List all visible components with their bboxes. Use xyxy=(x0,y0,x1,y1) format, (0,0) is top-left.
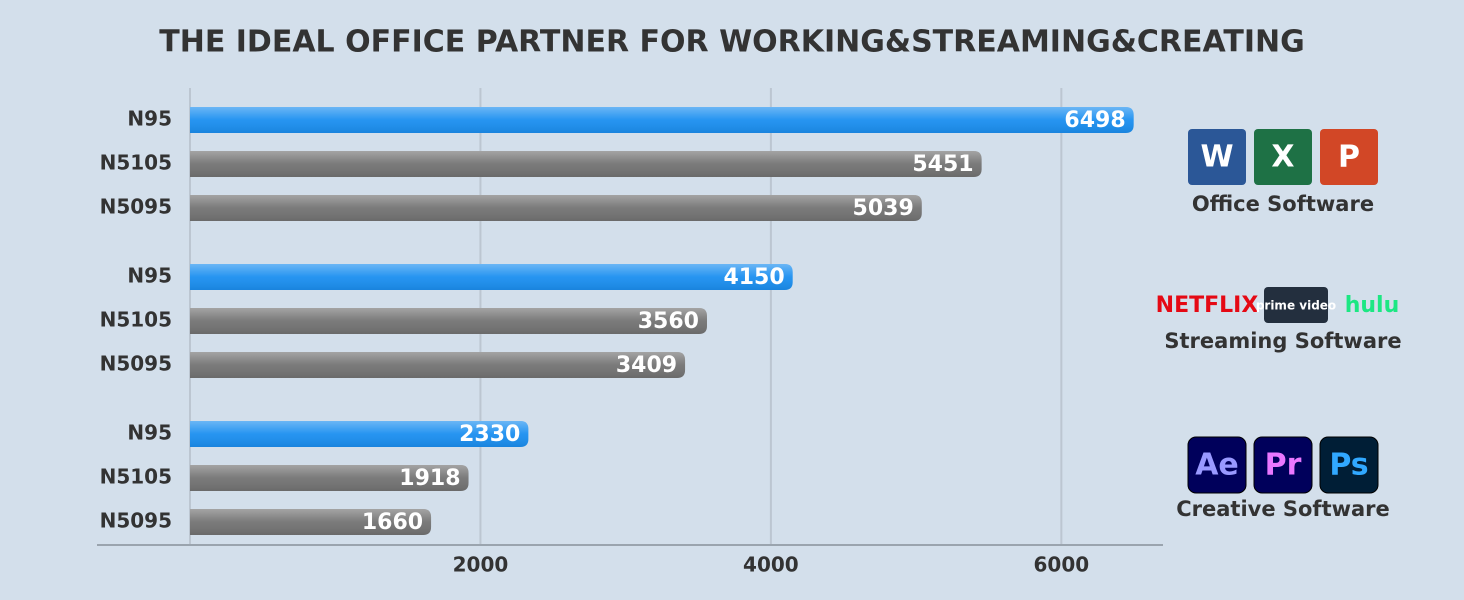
bar-shine xyxy=(190,107,1134,133)
y-tick-label: N5105 xyxy=(100,465,172,489)
icon-text: P xyxy=(1338,140,1360,175)
bar-shine xyxy=(190,509,432,535)
value-label: 3409 xyxy=(616,353,677,378)
icon-box xyxy=(1187,436,1247,494)
icon-box xyxy=(1319,436,1379,494)
icon-box xyxy=(1320,129,1378,185)
y-tick-label: N95 xyxy=(127,421,172,445)
bar-shine xyxy=(190,421,529,447)
y-tick-label: N5095 xyxy=(100,195,172,219)
y-tick-label: N95 xyxy=(127,264,172,288)
bar-shine xyxy=(190,151,982,177)
icon-text: NETFLIX xyxy=(1156,293,1259,318)
y-tick-label: N5105 xyxy=(100,151,172,175)
value-label: 3560 xyxy=(638,309,699,334)
group-label: Streaming Software xyxy=(1164,329,1401,353)
bar-shine xyxy=(190,195,922,221)
value-label: 6498 xyxy=(1064,108,1125,133)
x-tick-label: 2000 xyxy=(453,553,509,577)
y-tick-label: N5095 xyxy=(100,509,172,533)
y-tick-label: N95 xyxy=(127,107,172,131)
bar-shine xyxy=(190,264,793,290)
icon-box xyxy=(1254,129,1312,185)
group-label: Office Software xyxy=(1192,192,1374,216)
bar-shine xyxy=(190,465,469,491)
value-label: 4150 xyxy=(723,265,784,290)
icon-text: Ae xyxy=(1195,448,1239,483)
value-label: 2330 xyxy=(459,422,520,447)
icon-text: prime video xyxy=(1256,299,1336,313)
icon-text: X xyxy=(1271,140,1294,175)
value-label: 1918 xyxy=(399,466,460,491)
group-label: Creative Software xyxy=(1176,497,1390,521)
y-tick-label: N5095 xyxy=(100,352,172,376)
bar-shine xyxy=(190,352,686,378)
y-tick-label: N5105 xyxy=(100,308,172,332)
value-label: 1660 xyxy=(362,510,423,535)
x-tick-label: 6000 xyxy=(1034,553,1090,577)
icon-text: W xyxy=(1200,140,1233,175)
icon-box xyxy=(1188,129,1246,185)
chart-title: THE IDEAL OFFICE PARTNER FOR WORKING&STR… xyxy=(159,25,1304,60)
value-label: 5451 xyxy=(912,152,973,177)
x-tick-label: 4000 xyxy=(743,553,799,577)
icon-box xyxy=(1264,287,1328,323)
icon-text: Pr xyxy=(1265,448,1302,483)
bar-shine xyxy=(190,308,707,334)
value-label: 5039 xyxy=(853,196,914,221)
icon-text: hulu xyxy=(1345,293,1400,318)
icon-text: Ps xyxy=(1329,448,1368,483)
icon-box xyxy=(1253,436,1313,494)
